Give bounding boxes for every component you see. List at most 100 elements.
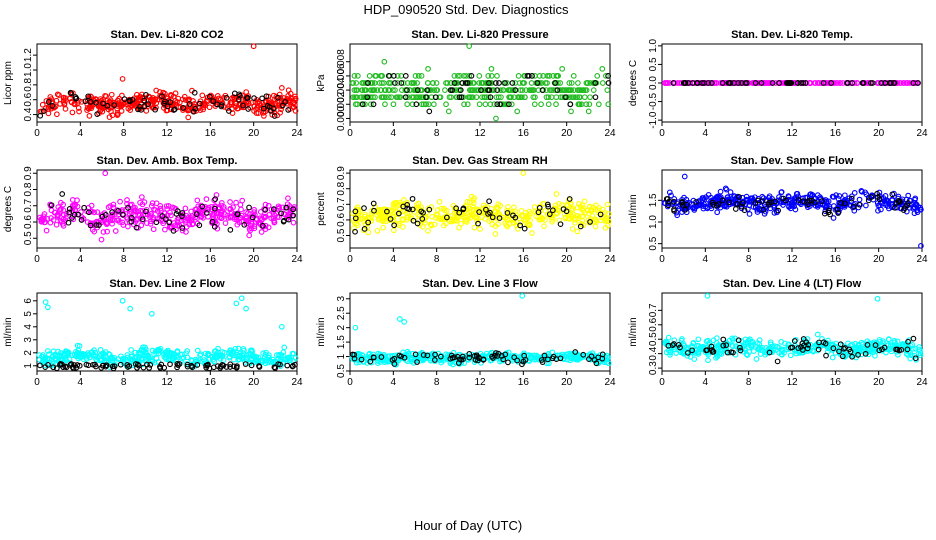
data-point [736, 194, 742, 200]
panel-9: Stan. Dev. Line 4 (LT) Flow ml/min 0 4 8 12 16… [628, 278, 928, 388]
data-point [891, 80, 898, 86]
data-point [42, 299, 49, 305]
data-point [227, 213, 234, 220]
data-point [423, 94, 430, 101]
data-point [418, 73, 425, 79]
data-point [74, 342, 81, 349]
data-point [533, 352, 540, 359]
data-point [876, 196, 883, 203]
data-point [549, 207, 556, 214]
data-point [511, 354, 518, 361]
data-point [741, 207, 748, 214]
data-point [671, 198, 677, 205]
x-tick-label: 0 [347, 128, 353, 139]
data-point [81, 204, 87, 211]
data-point [258, 357, 264, 364]
data-point [355, 73, 361, 79]
data-point [504, 210, 511, 216]
data-point [105, 351, 112, 357]
data-point [249, 214, 256, 221]
data-point [587, 215, 594, 222]
data-point [110, 365, 117, 372]
data-point [746, 202, 752, 209]
data-point [602, 215, 609, 222]
data-point [172, 222, 179, 229]
figure-x-axis-label: Hour of Day (UTC) [414, 518, 522, 533]
data-point [244, 95, 250, 101]
data-point [109, 217, 116, 224]
x-tick-label: 24 [916, 377, 928, 388]
data-point [837, 341, 844, 348]
data-point [286, 357, 292, 364]
data-point [900, 80, 907, 86]
y-tick-label: 0.008 [336, 49, 347, 74]
data-point [222, 220, 229, 226]
data-point [433, 214, 439, 221]
data-point [292, 355, 299, 361]
data-point [243, 89, 250, 95]
data-point [116, 219, 123, 225]
data-point [599, 65, 606, 72]
y-axis-label: kPa [316, 74, 327, 92]
data-point [424, 352, 431, 359]
data-point [572, 216, 579, 223]
data-point [74, 362, 81, 368]
data-point [378, 73, 385, 79]
data-point [812, 199, 818, 206]
y-tick-label: 0.8 [23, 182, 34, 196]
panel-title: Stan. Dev. Li-820 Pressure [411, 29, 548, 41]
x-tick-label: 0 [34, 128, 40, 139]
data-point [410, 217, 417, 224]
data-point [152, 106, 158, 113]
data-point [350, 94, 357, 101]
data-point [141, 103, 148, 110]
data-point [235, 345, 242, 352]
data-point [138, 106, 144, 113]
data-point [107, 355, 114, 362]
x-tick-label: 20 [561, 254, 573, 265]
data-point [87, 222, 94, 229]
x-tick-label: 12 [474, 377, 486, 388]
data-point [371, 207, 377, 214]
x-tick-label: 12 [161, 254, 173, 265]
data-point [730, 349, 736, 356]
data-point [849, 353, 855, 360]
data-point [834, 80, 841, 86]
data-point [104, 228, 110, 235]
data-point [803, 339, 810, 346]
data-point [506, 101, 512, 108]
data-point [163, 352, 169, 358]
data-point [782, 340, 788, 347]
data-point [94, 111, 101, 117]
data-point [134, 217, 141, 223]
data-point [917, 350, 924, 357]
data-point [409, 195, 416, 202]
data-point [856, 196, 863, 203]
data-point [532, 73, 538, 79]
data-point [443, 80, 449, 86]
data-point [605, 73, 612, 79]
data-point [887, 342, 894, 348]
y-axis-label: ml/min [316, 317, 327, 346]
data-point [271, 217, 277, 224]
data-point [531, 101, 538, 108]
data-point [878, 80, 884, 86]
data-point [864, 338, 871, 345]
data-point [464, 198, 471, 205]
data-point [897, 198, 904, 205]
data-point [84, 105, 91, 111]
data-point [746, 349, 753, 355]
data-point [574, 204, 581, 211]
data-point [691, 80, 698, 86]
data-point [912, 80, 919, 86]
data-point [98, 351, 104, 358]
data-point [240, 102, 246, 109]
data-point [555, 80, 561, 86]
data-point [786, 80, 793, 86]
data-point [520, 170, 527, 176]
x-tick-label: 12 [161, 128, 173, 139]
data-point [546, 73, 553, 79]
data-point [592, 80, 599, 86]
data-point [457, 87, 464, 93]
